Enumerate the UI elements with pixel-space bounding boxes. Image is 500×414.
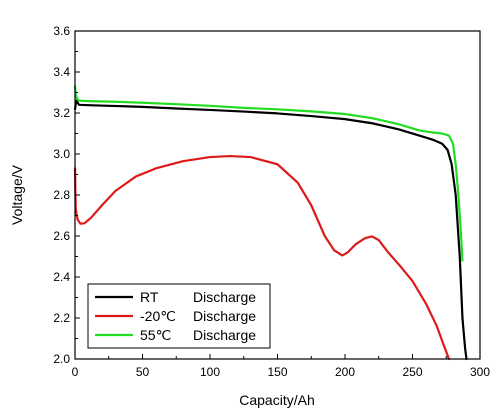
series-line-1 — [73, 154, 451, 361]
y-tick-label: 3.6 — [53, 24, 70, 38]
y-tick-label: 2.0 — [53, 352, 70, 366]
y-tick-label: 3.2 — [53, 106, 70, 120]
axes-layer: 0 50 100 150 200 250 300 2.0 2.2 2.4 2.6 2.8 3.0 3.2 3… — [53, 24, 490, 379]
x-tick-label: 250 — [402, 365, 422, 379]
x-axis-title: Capacity/Ah — [239, 392, 314, 408]
legend-series-name: RT — [140, 289, 159, 305]
x-tick-label: 200 — [335, 365, 355, 379]
legend-series-name: 55℃ — [140, 327, 171, 343]
legend: RT Discharge -20℃ Discharge 55℃ Discharge — [87, 283, 271, 349]
x-tick-label: 150 — [267, 365, 287, 379]
y-tick-label: 2.2 — [53, 311, 70, 325]
series-layer — [73, 85, 468, 361]
legend-series-label: Discharge — [193, 289, 256, 305]
x-tick-label: 0 — [72, 365, 79, 379]
y-tick-label: 2.6 — [53, 229, 70, 243]
y-tick-label: 3.4 — [53, 65, 70, 79]
x-tick-label: 300 — [470, 365, 490, 379]
x-tick-label: 50 — [136, 365, 150, 379]
y-tick-label: 2.8 — [53, 188, 70, 202]
legend-series-label: Discharge — [193, 327, 256, 343]
series-line-2 — [73, 85, 464, 262]
legend-items: RT Discharge -20℃ Discharge 55℃ Discharge — [95, 289, 256, 343]
x-tick-label: 100 — [200, 365, 220, 379]
y-tick-label: 3.0 — [53, 147, 70, 161]
series-line-0 — [73, 99, 468, 361]
legend-series-label: Discharge — [193, 308, 256, 324]
y-axis-title: Voltage/V — [9, 164, 25, 225]
y-tick-label: 2.4 — [53, 270, 70, 284]
legend-series-name: -20℃ — [140, 308, 176, 324]
